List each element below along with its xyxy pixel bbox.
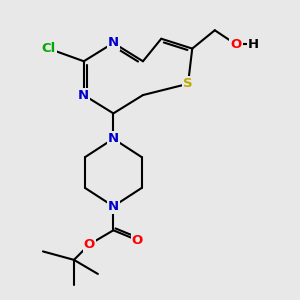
Text: N: N	[108, 37, 119, 50]
Text: Cl: Cl	[41, 42, 56, 55]
Text: N: N	[108, 200, 119, 213]
Text: O: O	[84, 238, 95, 251]
Text: N: N	[108, 132, 119, 145]
Text: H: H	[248, 38, 259, 51]
Text: O: O	[230, 38, 242, 51]
Text: O: O	[132, 234, 143, 247]
Text: N: N	[78, 88, 89, 102]
Text: S: S	[183, 77, 193, 90]
